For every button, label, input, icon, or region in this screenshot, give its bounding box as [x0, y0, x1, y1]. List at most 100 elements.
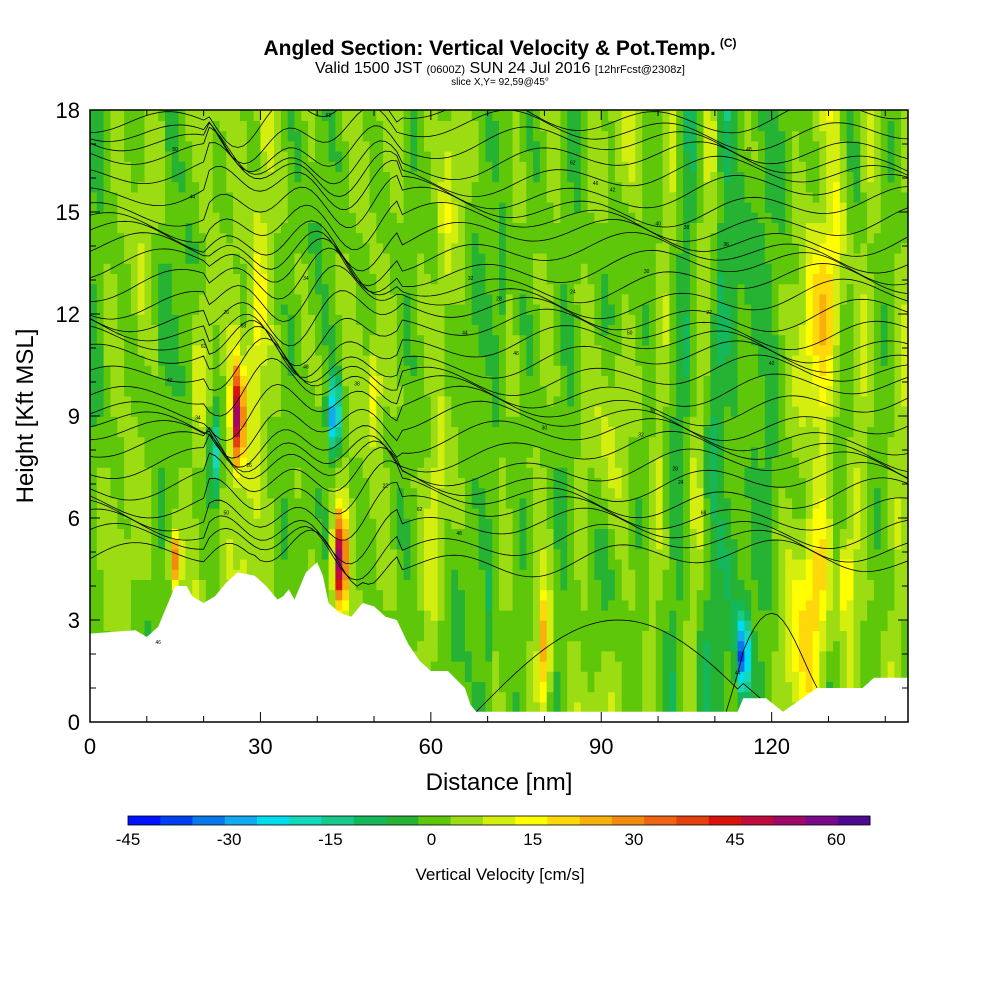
velocity-cell — [321, 293, 330, 305]
velocity-cell — [110, 589, 119, 601]
velocity-cell — [253, 385, 262, 397]
velocity-cell — [335, 569, 343, 580]
velocity-cell — [376, 558, 384, 570]
velocity-cell — [587, 599, 596, 611]
velocity-cell — [539, 640, 548, 652]
velocity-cell — [103, 212, 112, 223]
velocity-cell — [574, 640, 582, 652]
velocity-cell — [362, 263, 371, 274]
velocity-cell — [424, 558, 432, 570]
velocity-cell — [560, 252, 568, 264]
velocity-cell — [260, 538, 268, 550]
velocity-cell — [410, 283, 418, 295]
velocity-cell — [376, 161, 384, 172]
velocity-cell — [430, 395, 439, 407]
velocity-cell — [130, 161, 139, 172]
velocity-cell — [389, 232, 398, 244]
velocity-cell — [130, 599, 139, 611]
velocity-cell — [553, 436, 562, 448]
velocity-cell — [478, 518, 487, 529]
velocity-cell — [478, 120, 487, 132]
velocity-cell — [526, 671, 534, 682]
velocity-cell — [199, 385, 207, 397]
velocity-cell — [512, 701, 521, 713]
velocity-cell — [124, 548, 132, 560]
velocity-cell — [567, 344, 575, 356]
velocity-cell — [349, 212, 357, 223]
velocity-cell — [383, 150, 391, 162]
velocity-cell — [410, 497, 418, 509]
velocity-cell — [287, 548, 296, 560]
velocity-cell — [533, 395, 541, 407]
velocity-cell — [362, 416, 371, 427]
velocity-cell — [342, 242, 350, 254]
velocity-cell — [130, 569, 139, 580]
velocity-cell — [417, 589, 425, 601]
velocity-cell — [464, 436, 473, 448]
velocity-cell — [464, 314, 473, 325]
velocity-cell — [355, 161, 364, 172]
velocity-cell — [533, 691, 541, 703]
velocity-cell — [287, 201, 296, 213]
velocity-cell — [240, 548, 248, 560]
velocity-cell — [124, 273, 132, 285]
velocity-cell — [212, 242, 221, 254]
velocity-cell — [642, 171, 650, 183]
velocity-cell — [171, 405, 180, 417]
velocity-cell — [451, 314, 459, 325]
velocity-cell — [301, 528, 309, 540]
velocity-cell — [335, 507, 343, 519]
velocity-cell — [635, 171, 643, 183]
velocity-cell — [396, 497, 405, 509]
velocity-cell — [403, 140, 412, 152]
velocity-cell — [253, 181, 262, 193]
velocity-cell — [117, 334, 125, 346]
velocity-cell — [608, 150, 616, 162]
velocity-cell — [151, 222, 159, 234]
velocity-cell — [560, 130, 568, 142]
velocity-cell — [546, 354, 555, 366]
velocity-cell — [233, 446, 241, 458]
velocity-cell — [96, 314, 105, 325]
velocity-cell — [451, 110, 459, 121]
velocity-cell — [621, 681, 630, 693]
velocity-cell — [233, 365, 241, 376]
velocity-cell — [417, 446, 425, 458]
velocity-cell — [485, 365, 493, 376]
velocity-cell — [410, 191, 418, 203]
velocity-cell — [410, 640, 418, 652]
velocity-cell — [342, 314, 350, 325]
velocity-cell — [471, 161, 480, 172]
velocity-cell — [574, 569, 582, 580]
velocity-cell — [614, 161, 623, 172]
velocity-cell — [553, 161, 562, 172]
velocity-cell — [158, 181, 166, 193]
velocity-cell — [430, 161, 439, 172]
velocity-cell — [376, 130, 384, 142]
velocity-cell — [130, 324, 139, 336]
velocity-cell — [451, 161, 459, 172]
velocity-cell — [158, 497, 166, 509]
velocity-cell — [355, 140, 364, 152]
velocity-cell — [137, 569, 146, 580]
velocity-cell — [649, 487, 657, 499]
velocity-cell — [594, 181, 602, 193]
velocity-cell — [574, 426, 582, 438]
velocity-cell — [635, 293, 643, 305]
velocity-cell — [614, 579, 623, 591]
velocity-cell — [451, 456, 459, 468]
velocity-cell — [492, 467, 500, 478]
velocity-cell — [355, 518, 364, 529]
velocity-cell — [458, 589, 466, 601]
velocity-cell — [430, 293, 439, 305]
velocity-cell — [424, 548, 432, 560]
velocity-cell — [567, 436, 575, 448]
velocity-cell — [328, 426, 337, 438]
velocity-cell — [608, 314, 616, 325]
velocity-cell — [240, 538, 248, 550]
velocity-cell — [628, 528, 637, 540]
velocity-cell — [614, 507, 623, 519]
velocity-cell — [103, 497, 112, 509]
velocity-cell — [226, 416, 234, 427]
velocity-cell — [567, 263, 575, 274]
